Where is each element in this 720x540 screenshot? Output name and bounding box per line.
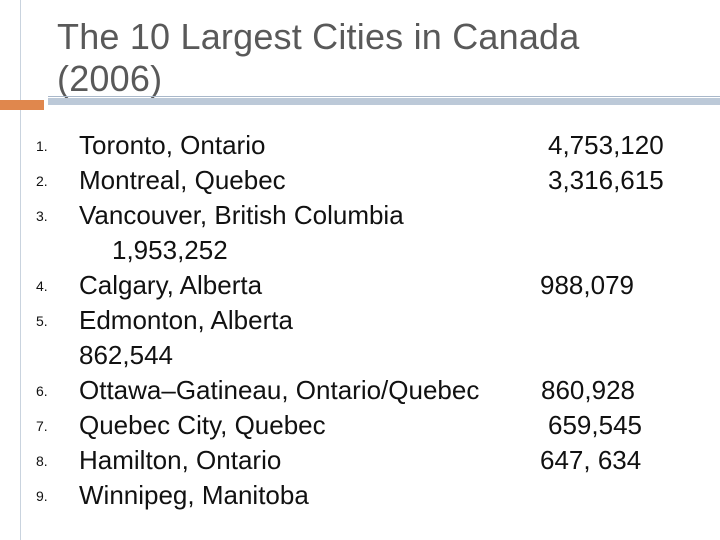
city-population: 988,079 [540,270,634,300]
city-population: 659,545 [548,410,642,440]
list-item: 8. Hamilton, Ontario 647, 634 [0,443,720,478]
city-name: Toronto, Ontario [79,130,266,160]
list-item: 3. Vancouver, British Columbia [0,198,720,233]
list-item-continuation: 1,953,252 [0,233,720,268]
list-item: 9. Winnipeg, Manitoba [0,478,720,513]
title-line-1: The 10 Largest Cities in Canada [57,16,580,57]
list-item: 6. Ottawa–Gatineau, Ontario/Quebec 860,9… [0,373,720,408]
slide-title: The 10 Largest Cities in Canada (2006) [57,16,697,100]
list-item: 7. Quebec City, Quebec 659,545 [0,408,720,443]
city-name: Winnipeg, Manitoba [79,480,309,510]
title-line-2: (2006) [57,58,163,99]
list-item: 1. Toronto, Ontario 4,753,120 [0,128,720,163]
city-name: Ottawa–Gatineau, Ontario/Quebec [79,375,480,405]
list-item: 4. Calgary, Alberta 988,079 [0,268,720,303]
list-item-continuation: 862,544 [0,338,720,373]
city-population: 860,928 [541,375,635,405]
title-divider-orange [0,100,44,110]
city-name: Quebec City, Quebec [79,410,326,440]
list-item: 2. Montreal, Quebec 3,316,615 [0,163,720,198]
list-number: 5. [36,313,48,329]
list-number: 7. [36,418,48,434]
list-number: 4. [36,278,48,294]
list-number: 1. [36,138,48,154]
city-population: 4,753,120 [548,130,664,160]
title-divider-line [48,96,720,97]
city-name: Montreal, Quebec [79,165,286,195]
city-name: Vancouver, British Columbia [79,200,404,230]
list-number: 2. [36,173,48,189]
city-name: Edmonton, Alberta [79,305,293,335]
title-divider-blue [48,98,720,105]
left-margin-bar [0,0,21,540]
list-number: 6. [36,383,48,399]
list-number: 9. [36,488,48,504]
list-number: 3. [36,208,48,224]
city-list: 1. Toronto, Ontario 4,753,120 2. Montrea… [0,128,720,513]
city-population: 1,953,252 [112,235,228,265]
city-population: 862,544 [79,340,173,370]
list-item: 5. Edmonton, Alberta [0,303,720,338]
city-population: 647, 634 [540,445,642,475]
city-name: Calgary, Alberta [79,270,263,300]
city-name: Hamilton, Ontario [79,445,282,475]
list-number: 8. [36,453,48,469]
city-population: 3,316,615 [548,165,664,195]
